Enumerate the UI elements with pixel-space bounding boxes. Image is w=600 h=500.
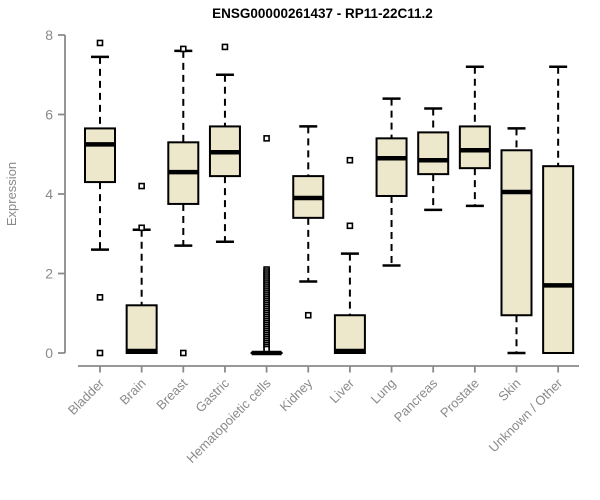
x-tick-label: Liver [326, 375, 357, 406]
y-axis: 0 2 4 6 8 Expression [4, 27, 66, 361]
box-liver [333, 314, 366, 354]
boxplot-breast [167, 45, 200, 357]
box-unknown-other [542, 165, 575, 354]
outlier-point [138, 224, 145, 232]
outlier-point [346, 222, 354, 230]
box-skin [500, 149, 533, 317]
boxplot-pancreas [417, 107, 450, 212]
box-brain [125, 304, 158, 354]
outlier-point [263, 345, 270, 353]
boxplot-prostate [458, 65, 491, 208]
outlier-point [180, 45, 187, 53]
outlier-point [304, 311, 312, 319]
x-tick-label: Gastric [192, 375, 232, 415]
outlier-point [96, 39, 104, 47]
box-lung [375, 137, 408, 197]
outlier-point [263, 135, 270, 142]
y-tick-label: 4 [45, 186, 53, 202]
x-tick-label: Lung [368, 376, 399, 407]
x-tick-label: Prostate [437, 376, 482, 421]
x-tick-label: Pancreas [391, 375, 441, 425]
boxplot-kidney [292, 125, 325, 319]
outlier-point [221, 43, 229, 51]
outlier-point [138, 182, 145, 190]
outlier-point [180, 349, 187, 357]
boxplot-unknown-other [542, 65, 575, 354]
outlier-point [346, 156, 354, 164]
outlier-point [96, 294, 104, 301]
boxplot-brain [125, 182, 158, 354]
x-tick-label: Brain [117, 376, 149, 408]
box-prostate [458, 125, 491, 170]
y-tick-label: 6 [45, 107, 53, 123]
boxplot-bladder [84, 39, 116, 357]
y-tick-label: 8 [45, 27, 53, 43]
chart-title: ENSG00000261437 - RP11-22C11.2 [212, 6, 433, 21]
boxplot-liver [333, 156, 366, 354]
box-bladder [84, 127, 116, 184]
x-tick-label: Breast [153, 375, 190, 412]
outlier-point [96, 349, 104, 357]
y-axis-label: Expression [4, 162, 19, 226]
box-pancreas [417, 131, 450, 176]
boxplot-hematopoietic-cells [250, 135, 283, 356]
boxplot-gastric [208, 43, 241, 243]
boxplot-skin [500, 127, 533, 355]
boxplot-lung [375, 97, 408, 267]
x-tick-label: Kidney [277, 375, 316, 414]
y-tick-label: 2 [45, 266, 53, 282]
x-tick-label: Unknown / Other [486, 375, 566, 455]
x-tick-label: Bladder [65, 375, 108, 418]
y-tick-label: 0 [45, 345, 53, 361]
x-tick-label: Skin [495, 376, 523, 404]
